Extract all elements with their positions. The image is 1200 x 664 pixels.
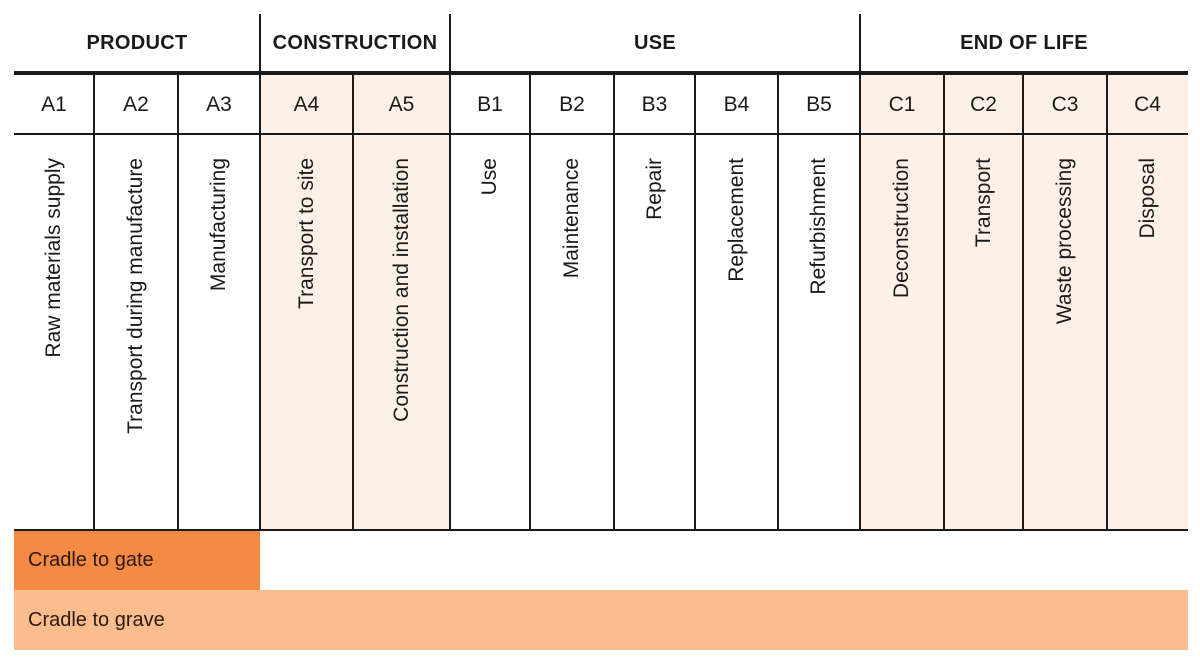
stage-name: Maintenance xyxy=(560,158,583,279)
scope-cradle-to-gate: Cradle to gate xyxy=(14,531,260,590)
stage-desc-a5: Construction and installation xyxy=(353,136,450,530)
stage-code-b4: B4 xyxy=(723,93,750,116)
stage-name: Transport xyxy=(971,158,995,248)
stage-code-b3: B3 xyxy=(641,93,668,116)
column-divider xyxy=(777,75,779,530)
code-row-rule xyxy=(14,133,1188,135)
column-divider xyxy=(259,75,261,530)
column-divider xyxy=(694,75,696,530)
stage-desc-b5: Refurbishment xyxy=(778,136,860,530)
column-divider xyxy=(529,75,531,530)
stage-code-c3: C3 xyxy=(1051,93,1079,116)
stage-desc-c4: Disposal xyxy=(1107,136,1188,530)
thick-rule xyxy=(14,71,1188,75)
stage-code-a4: A4 xyxy=(293,93,320,116)
stage-name: Deconstruction xyxy=(890,158,913,299)
scope-label: Cradle to grave xyxy=(28,608,165,631)
column-divider xyxy=(859,75,861,530)
stage-desc-b3: Repair xyxy=(614,136,695,530)
stage-code-a1: A1 xyxy=(41,93,67,116)
stage-code-b1: B1 xyxy=(477,93,503,116)
scope-cradle-to-grave: Cradle to grave xyxy=(14,590,1188,650)
column-divider xyxy=(177,75,179,530)
stage-name: Manufacturing xyxy=(207,158,230,292)
column-divider xyxy=(1106,75,1108,530)
group-product: PRODUCT xyxy=(86,31,188,54)
stage-desc-c2: Transport xyxy=(944,136,1023,530)
end-of-life-shade xyxy=(861,74,1188,530)
stage-desc-a2: Transport during manufacture xyxy=(94,136,178,530)
stage-name: Refurbishment xyxy=(807,158,830,295)
stage-name: Construction and installation xyxy=(389,158,413,422)
stage-name: Replacement xyxy=(724,158,748,282)
stage-desc-a1: Raw materials supply xyxy=(14,136,94,530)
stage-desc-a3: Manufacturing xyxy=(178,136,260,530)
stage-code-a2: A2 xyxy=(123,93,149,116)
stage-name: Use xyxy=(478,158,501,196)
stage-desc-b1: Use xyxy=(450,136,530,530)
column-divider xyxy=(613,75,615,530)
stage-code-c1: C1 xyxy=(888,93,916,116)
group-use: USE xyxy=(633,31,677,54)
group-divider xyxy=(449,14,451,74)
stage-name: Transport to site xyxy=(294,158,318,309)
group-divider xyxy=(859,14,861,74)
stage-name: Disposal xyxy=(1135,158,1159,239)
column-divider xyxy=(352,75,354,530)
stage-code-b5: B5 xyxy=(806,93,832,116)
column-divider xyxy=(449,75,451,530)
stage-code-a5: A5 xyxy=(388,93,415,116)
column-divider xyxy=(1022,75,1024,530)
stage-code-c4: C4 xyxy=(1134,93,1161,116)
stage-desc-b2: Maintenance xyxy=(530,136,614,530)
column-divider xyxy=(943,75,945,530)
stage-code-a3: A3 xyxy=(206,93,232,116)
stage-name: Repair xyxy=(642,158,666,220)
stage-desc-b4: Replacement xyxy=(695,136,778,530)
group-divider xyxy=(259,14,261,74)
column-divider xyxy=(93,75,95,530)
stage-desc-c3: Waste processing xyxy=(1023,136,1107,530)
stage-code-b2: B2 xyxy=(559,93,585,116)
stage-code-c2: C2 xyxy=(970,93,997,116)
construction-shade xyxy=(261,74,450,530)
stage-desc-c1: Deconstruction xyxy=(860,136,944,530)
stage-name: Transport during manufacture xyxy=(124,158,147,434)
bottom-rule xyxy=(14,529,1188,531)
group-end-of-life: END OF LIFE xyxy=(960,31,1088,54)
stage-desc-a4: Transport to site xyxy=(260,136,353,530)
stage-name: Raw materials supply xyxy=(42,158,65,358)
stage-name: Waste processing xyxy=(1053,158,1076,325)
scope-label: Cradle to gate xyxy=(28,549,154,571)
group-construction: CONSTRUCTION xyxy=(272,31,438,54)
